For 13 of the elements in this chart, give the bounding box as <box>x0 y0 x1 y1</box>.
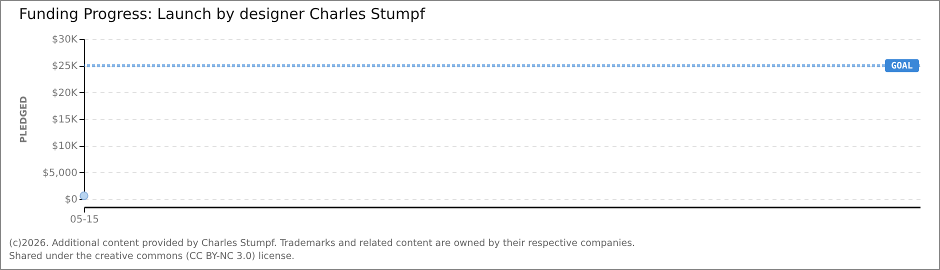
y-tick-label: $5,000 <box>42 168 78 179</box>
text: (c)2026. Additional content provided by Charles Stumpf. Trademarks and related content are owned by their respective companies. <box>9 237 636 250</box>
text: Shared under the creative commons (CC BY-NC 3.0) license. <box>9 250 296 263</box>
y-tick-label: $25K <box>52 61 78 72</box>
y-tick-label: $0 <box>64 194 78 206</box>
text: Funding Progress: Launch by designer Charles Stumpf <box>19 5 426 23</box>
y-tick-label: $10K <box>52 141 78 152</box>
ref-line-label: GOAL <box>891 62 914 72</box>
y-axis-title: PLEDGED <box>20 96 30 143</box>
y-tick-label: $15K <box>52 114 78 126</box>
y-tick-label: $20K <box>52 88 78 99</box>
y-tick-label: $30K <box>52 34 78 46</box>
x-tick-label: 05-15 <box>70 214 100 226</box>
